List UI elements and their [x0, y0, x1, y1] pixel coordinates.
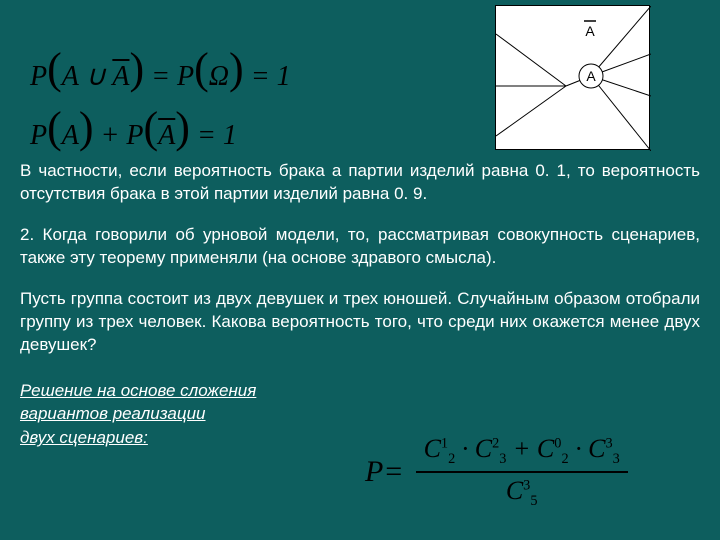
paragraph-3: Пусть группа состоит из двух девушек и т…	[0, 288, 720, 357]
equation-2: P(A) + P(A) = 1	[30, 104, 291, 155]
paragraph-2: 2. Когда говорили об урновой модели, то,…	[0, 224, 720, 270]
solution-line-2: вариантов реализации	[20, 402, 700, 426]
equation-1: P(A ∪ A) = P(Ω) = 1	[30, 45, 291, 96]
svg-text:A: A	[586, 68, 596, 84]
paragraph-1: В частности, если вероятность брака а па…	[0, 160, 720, 206]
svg-text:A: A	[585, 23, 595, 39]
probability-equations: P(A ∪ A) = P(Ω) = 1 P(A) + P(A) = 1	[30, 45, 291, 163]
formula-eq: =	[383, 455, 403, 489]
probability-formula: P = C12 · C23 + C02 · C33 C35	[365, 434, 628, 510]
formula-denominator: C35	[506, 473, 538, 510]
venn-diagram: AA	[495, 5, 650, 150]
formula-lhs: P	[365, 455, 383, 489]
formula-numerator: C12 · C23 + C02 · C33	[416, 434, 628, 473]
formula-fraction: C12 · C23 + C02 · C33 C35	[416, 434, 628, 510]
solution-line-1: Решение на основе сложения	[20, 379, 700, 403]
